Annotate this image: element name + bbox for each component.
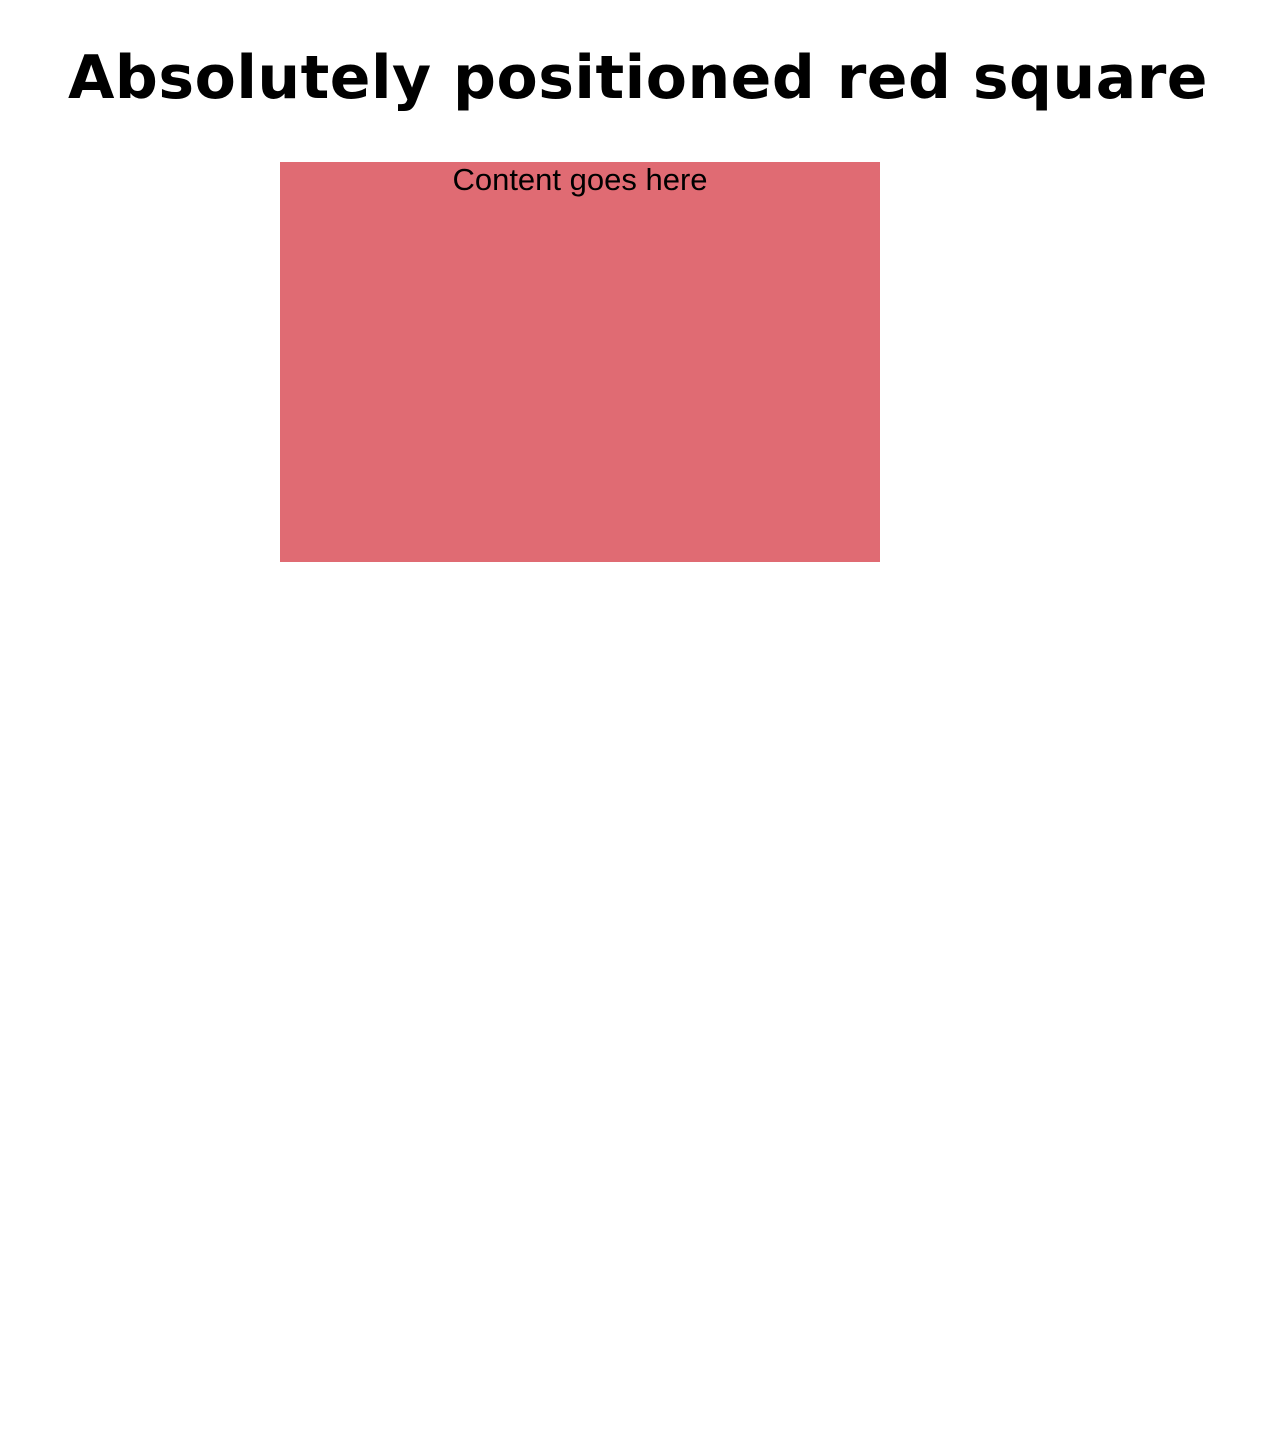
red-square: Content goes here [280, 162, 880, 562]
page-title: Absolutely positioned red square [0, 40, 1276, 116]
red-square-content: Content goes here [280, 162, 880, 197]
